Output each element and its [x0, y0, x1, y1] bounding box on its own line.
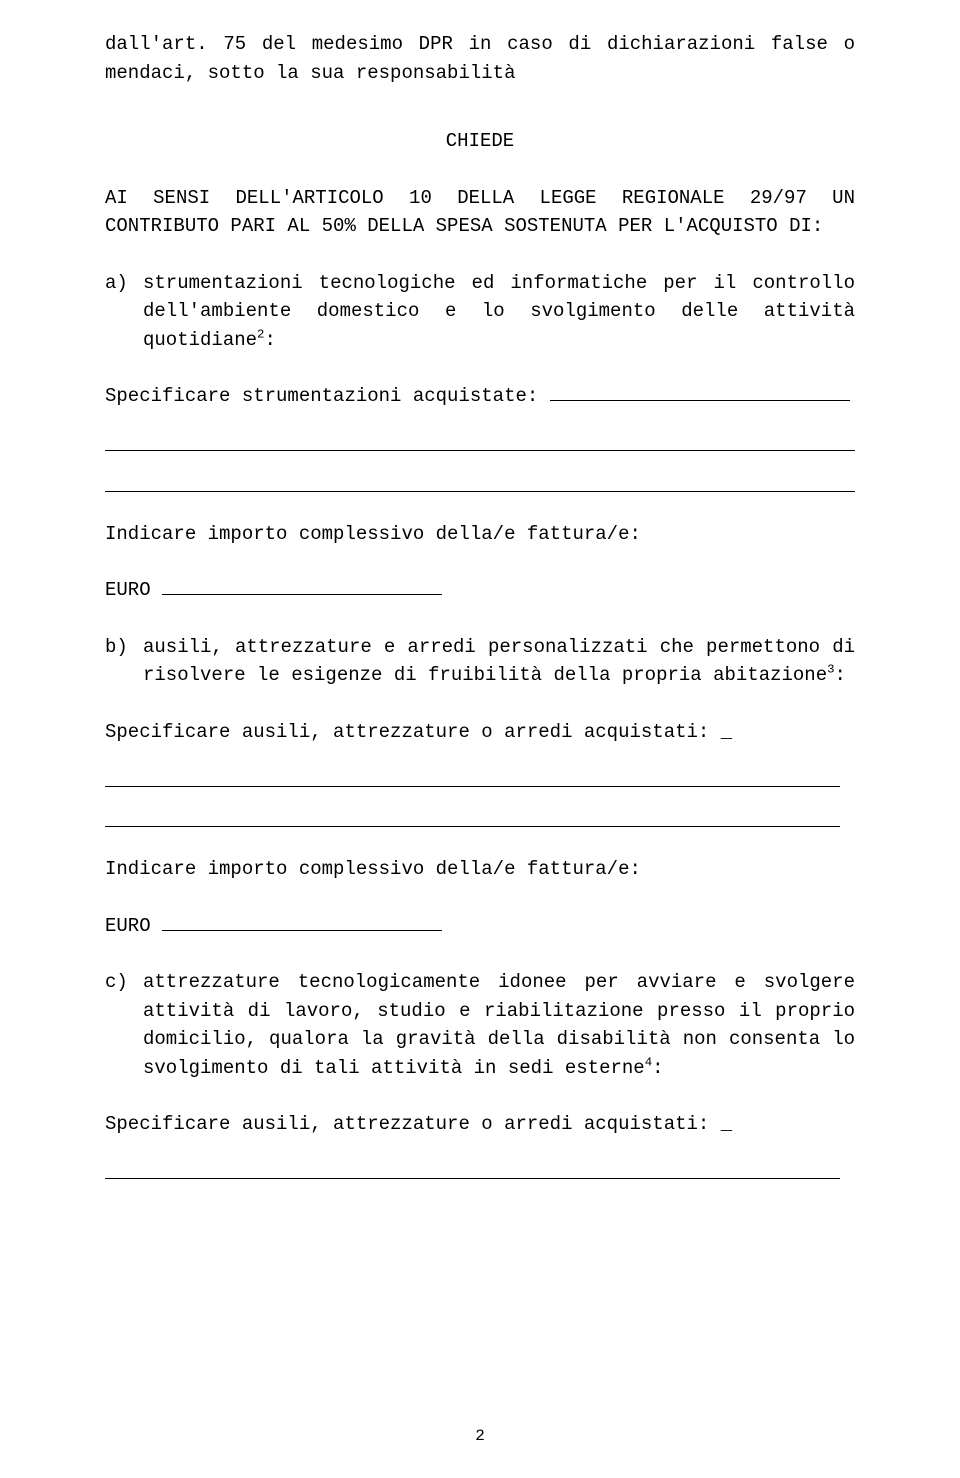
section-b: b) ausili, attrezzature e arredi persona… [105, 633, 855, 690]
section-c: c) attrezzature tecnologicamente idonee … [105, 968, 855, 1082]
section-a-euro: EURO [105, 576, 855, 605]
section-c-text: attrezzature tecnologicamente idonee per… [143, 968, 855, 1082]
section-a-specificare: Specificare strumentazioni acquistate: [105, 382, 855, 411]
blank-line[interactable] [105, 423, 855, 452]
heading-subtitle: AI SENSI DELL'ARTICOLO 10 DELLA LEGGE RE… [105, 184, 855, 241]
section-a: a) strumentazioni tecnologiche ed inform… [105, 269, 855, 355]
section-a-indicare: Indicare importo complessivo della/e fat… [105, 520, 855, 549]
section-b-letter: b) [105, 633, 143, 662]
page-number: 2 [475, 1424, 485, 1448]
section-b-indicare: Indicare importo complessivo della/e fat… [105, 855, 855, 884]
section-a-text: strumentazioni tecnologiche ed informati… [143, 269, 855, 355]
heading-chiede: CHIEDE [105, 127, 855, 156]
section-b-euro: EURO [105, 912, 855, 941]
intro-paragraph: dall'art. 75 del medesimo DPR in caso di… [105, 30, 855, 87]
blank-line[interactable] [105, 1151, 840, 1180]
section-b-text: ausili, attrezzature e arredi personaliz… [143, 633, 855, 690]
blank-line[interactable] [105, 799, 840, 828]
section-b-specificare: Specificare ausili, attrezzature o arred… [105, 718, 855, 747]
section-c-specificare: Specificare ausili, attrezzature o arred… [105, 1110, 855, 1139]
section-c-letter: c) [105, 968, 143, 997]
blank-line[interactable] [105, 758, 840, 787]
blank-line[interactable] [105, 463, 855, 492]
section-a-letter: a) [105, 269, 143, 298]
